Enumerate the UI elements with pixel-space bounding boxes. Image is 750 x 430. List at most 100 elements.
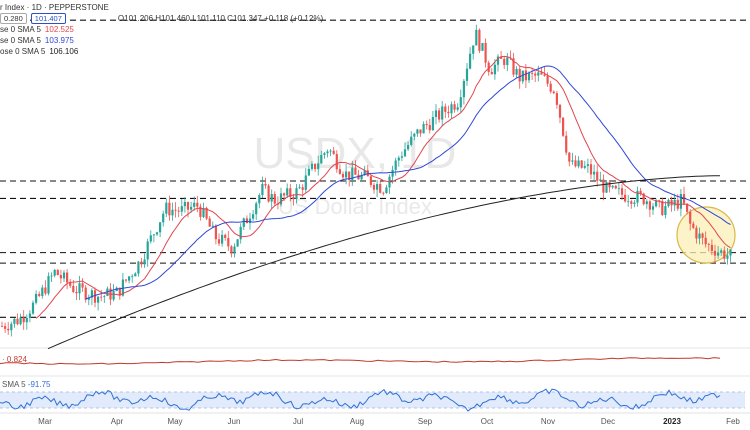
candle-body <box>369 176 372 185</box>
candle-body <box>214 225 217 240</box>
candle-body <box>614 185 617 189</box>
candle-body <box>605 182 608 193</box>
candle-body <box>140 261 143 265</box>
candle-body <box>50 275 53 277</box>
candle-body <box>66 272 69 283</box>
candle-body <box>695 227 698 239</box>
legend-sma-mid[interactable]: se 0 SMA 5 103.975 <box>0 35 323 46</box>
candle-body <box>168 202 171 216</box>
candle-body <box>16 318 19 325</box>
candle-body <box>180 206 183 212</box>
candle-body <box>279 193 283 205</box>
candle-body <box>546 75 549 84</box>
candle-body <box>478 29 481 51</box>
symbol-title[interactable]: r Index · 1D · PEPPERSTONE <box>0 3 109 12</box>
price-chip[interactable]: 101.407 <box>30 13 66 24</box>
candle-body <box>19 317 22 325</box>
watermark-name: US Dollar Index <box>278 194 432 219</box>
candle-body <box>726 255 729 259</box>
candle-body <box>310 163 314 169</box>
legend-header-row: r Index · 1D · PEPPERSTONE <box>0 2 323 13</box>
spread-chip[interactable]: 0.280 <box>0 13 27 24</box>
candle-body <box>341 173 345 178</box>
candle-body <box>645 201 648 205</box>
candle-body <box>137 261 140 274</box>
legend-sma-fast[interactable]: se 0 SMA 5 102.525 <box>0 24 323 35</box>
candle-body <box>248 218 252 224</box>
candle-body <box>397 157 400 161</box>
oscillator-pane <box>0 388 745 412</box>
candle-body <box>233 246 236 254</box>
candle-body <box>298 187 301 189</box>
candle-body <box>56 269 59 276</box>
candle-body <box>658 200 661 202</box>
candle-body <box>611 185 614 188</box>
candle-body <box>177 210 180 212</box>
candle-body <box>431 117 434 131</box>
candle-body <box>193 202 196 207</box>
candle-body <box>329 150 332 152</box>
candle-body <box>44 287 47 294</box>
x-tick-label: Nov <box>541 417 555 426</box>
candle-body <box>146 241 149 260</box>
candle-body <box>506 57 509 66</box>
candle-body <box>35 293 38 303</box>
candle-body <box>13 318 16 324</box>
candle-body <box>301 187 304 190</box>
candle-body <box>363 170 366 175</box>
legend-sma-slow[interactable]: ose 0 SMA 5 106.106 <box>0 46 323 57</box>
candle-body <box>134 273 137 277</box>
candle-body <box>59 275 62 279</box>
x-tick-label: Dec <box>601 417 615 426</box>
candle-body <box>155 232 159 235</box>
candle-body <box>202 207 205 217</box>
candle-body <box>459 97 462 108</box>
candle-body <box>41 287 44 296</box>
candle-body <box>580 160 583 168</box>
x-tick-label: May <box>167 417 182 426</box>
candle-body <box>286 188 289 196</box>
candle-body <box>419 129 422 134</box>
candle-body <box>515 68 518 75</box>
candle-body <box>236 239 239 247</box>
candle-body <box>252 214 255 219</box>
candle-body <box>171 209 174 216</box>
candle-body <box>713 250 717 256</box>
candle-body <box>630 201 633 204</box>
candle-body <box>484 42 487 63</box>
candle-body <box>465 68 469 81</box>
candle-body <box>707 244 710 245</box>
candle-body <box>0 326 4 327</box>
oscillator-value: -91.75 <box>27 380 51 389</box>
candle-body <box>720 250 723 253</box>
candle-body <box>124 279 128 281</box>
candle-body <box>723 250 726 259</box>
candle-body <box>704 237 707 245</box>
candle-body <box>534 73 537 76</box>
candle-body <box>199 206 202 217</box>
candle-body <box>289 188 292 197</box>
candle-body <box>75 291 78 294</box>
sma-mid-line <box>85 65 731 300</box>
candle-body <box>422 123 425 134</box>
candle-body <box>25 317 28 323</box>
candle-body <box>121 279 124 296</box>
sma-fast-label: se 0 SMA 5 <box>0 25 41 34</box>
candle-body <box>540 72 543 75</box>
candle-body <box>128 276 131 281</box>
candle-body <box>93 290 97 303</box>
candle-body <box>617 188 620 190</box>
candle-body <box>596 171 599 181</box>
ohlc-readout: O101.206 H101.460 L101.110 C101.347 +0.1… <box>117 14 324 23</box>
sma-mid-label: se 0 SMA 5 <box>0 36 41 45</box>
candle-body <box>382 192 385 194</box>
candle-body <box>648 201 651 210</box>
x-tick-label: Apr <box>111 417 124 426</box>
candle-body <box>97 296 100 303</box>
candle-body <box>537 72 540 76</box>
candle-body <box>208 218 211 227</box>
candle-body <box>633 202 636 204</box>
volume-line <box>0 357 721 365</box>
